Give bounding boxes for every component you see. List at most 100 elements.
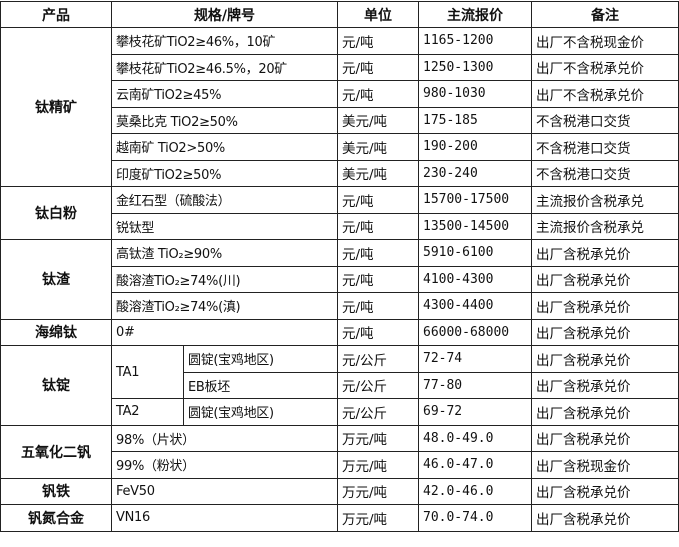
note-cell: 出厂含税承兑价 — [531, 345, 679, 373]
unit-cell: 美元/吨 — [337, 106, 419, 134]
unit-cell: 元/公斤 — [337, 371, 419, 399]
price-cell: 13500-14500 — [418, 212, 532, 240]
note-cell: 不含税港口交货 — [531, 159, 679, 187]
spec-cell: 圆锭(宝鸡地区) — [183, 345, 338, 373]
header-product: 产品 — [0, 1, 112, 28]
table-row: 钛白粉 金红石型（硫酸法） 元/吨 15700-17500 主流报价含税承兑 — [0, 186, 679, 240]
unit-cell: 元/吨 — [337, 27, 419, 55]
table-row: 钒铁 FeV50 万元/吨 42.0-46.0 出厂含税承兑价 — [0, 477, 679, 505]
spec-cell: VN16 — [111, 504, 338, 532]
table-row: 99%（粉状） 万元/吨 46.0-47.0 出厂含税现金价 — [1, 451, 679, 479]
price-cell: 77-80 — [418, 371, 532, 399]
price-cell: 5910-6100 — [418, 239, 532, 267]
product-cell: 钒铁 — [0, 477, 112, 505]
table-row: 钛锭 TA1 圆锭(宝鸡地区) 元/公斤 72-74 出厂含税承兑价 — [0, 345, 679, 426]
spec-cell: 高钛渣 TiO₂≥90% — [111, 239, 338, 267]
table-row: 钛精矿 攀枝花矿TiO2≥46%，10矿 元/吨 1165-1200 出厂不含税现金价 — [0, 27, 679, 187]
header-note: 备注 — [531, 1, 679, 28]
price-cell: 66000-68000 — [418, 318, 532, 346]
note-cell: 出厂含税承兑价 — [531, 424, 679, 452]
note-cell: 出厂含税承兑价 — [531, 371, 679, 399]
product-cell: 钛白粉 — [0, 186, 112, 240]
product-cell: 海绵钛 — [0, 318, 112, 346]
unit-cell: 元/吨 — [337, 80, 419, 108]
note-cell: 出厂含税承兑价 — [531, 265, 679, 293]
price-cell: 190-200 — [418, 133, 532, 161]
product-cell: 钛锭 — [0, 345, 112, 426]
price-cell: 1165-1200 — [418, 27, 532, 55]
product-cell: 钛渣 — [0, 239, 112, 320]
unit-cell: 元/吨 — [337, 292, 419, 320]
table-row: 莫桑比克 TiO2≥50% 美元/吨 175-185 不含税港口交货 — [1, 106, 679, 134]
unit-cell: 元/吨 — [337, 212, 419, 240]
spec-cell: EB板坯 — [183, 371, 338, 399]
unit-cell: 美元/吨 — [337, 133, 419, 161]
note-cell: 出厂含税承兑价 — [531, 239, 679, 267]
table-row: 锐钛型 元/吨 13500-14500 主流报价含税承兑 — [1, 212, 679, 240]
spec-cell: 攀枝花矿TiO2≥46.5%，20矿 — [111, 53, 338, 81]
price-cell: 72-74 — [418, 345, 532, 373]
spec-cell: FeV50 — [111, 477, 338, 505]
price-cell: 15700-17500 — [418, 186, 532, 214]
price-cell: 48.0-49.0 — [418, 424, 532, 452]
unit-cell: 万元/吨 — [337, 477, 419, 505]
spec-cell: 金红石型（硫酸法） — [111, 186, 338, 214]
note-cell: 出厂不含税承兑价 — [531, 80, 679, 108]
grade-cell: TA1 — [111, 345, 184, 399]
header-row: 产品 规格/牌号 单位 主流报价 备注 — [0, 1, 679, 28]
note-cell: 出厂含税承兑价 — [531, 477, 679, 505]
spec-cell: 酸溶渣TiO₂≥74%(滇) — [111, 292, 338, 320]
price-cell: 4100-4300 — [418, 265, 532, 293]
product-cell: 钒氮合金 — [0, 504, 112, 532]
note-cell: 主流报价含税承兑 — [531, 186, 679, 214]
table-row: 五氧化二钒 98%（片状） 万元/吨 48.0-49.0 出厂含税承兑价 — [0, 424, 679, 479]
price-table: 产品 规格/牌号 单位 主流报价 备注 钛精矿 攀枝花矿TiO2≥46%，10矿元… — [0, 1, 679, 532]
table-row: 越南矿 TiO2>50% 美元/吨 190-200 不含税港口交货 — [1, 133, 679, 161]
note-cell: 不含税港口交货 — [531, 106, 679, 134]
table-row: TA2 圆锭(宝鸡地区) 元/公斤 69-72 出厂含税承兑价 — [1, 398, 679, 426]
table-row: 攀枝花矿TiO2≥46.5%，20矿 元/吨 1250-1300 出厂不含税承兑价 — [1, 53, 679, 81]
header-spec: 规格/牌号 — [111, 1, 338, 28]
price-cell: 42.0-46.0 — [418, 477, 532, 505]
price-cell: 980-1030 — [418, 80, 532, 108]
price-cell: 70.0-74.0 — [418, 504, 532, 532]
unit-cell: 元/吨 — [337, 318, 419, 346]
table-row: 钒氮合金 VN16 万元/吨 70.0-74.0 出厂含税承兑价 — [0, 504, 679, 532]
note-cell: 出厂含税承兑价 — [531, 504, 679, 532]
unit-cell: 元/吨 — [337, 265, 419, 293]
unit-cell: 万元/吨 — [337, 424, 419, 452]
table-row: 海绵钛 0# 元/吨 66000-68000 出厂含税承兑价 — [0, 318, 679, 346]
table-row: 云南矿TiO2≥45% 元/吨 980-1030 出厂不含税承兑价 — [1, 80, 679, 108]
note-cell: 主流报价含税承兑 — [531, 212, 679, 240]
spec-cell: 云南矿TiO2≥45% — [111, 80, 338, 108]
note-cell: 出厂含税承兑价 — [531, 292, 679, 320]
spec-cell: 攀枝花矿TiO2≥46%，10矿 — [111, 27, 338, 55]
price-cell: 175-185 — [418, 106, 532, 134]
unit-cell: 元/吨 — [337, 186, 419, 214]
spec-cell: 印度矿TiO2≥50% — [111, 159, 338, 187]
table-row: 酸溶渣TiO₂≥74%(川) 元/吨 4100-4300 出厂含税承兑价 — [1, 265, 679, 293]
unit-cell: 美元/吨 — [337, 159, 419, 187]
note-cell: 不含税港口交货 — [531, 133, 679, 161]
unit-cell: 元/吨 — [337, 53, 419, 81]
price-cell: 4300-4400 — [418, 292, 532, 320]
grade-cell: TA2 — [111, 398, 184, 426]
note-cell: 出厂含税现金价 — [531, 451, 679, 479]
spec-cell: 圆锭(宝鸡地区) — [183, 398, 338, 426]
unit-cell: 万元/吨 — [337, 451, 419, 479]
spec-cell: 98%（片状） — [111, 424, 338, 452]
note-cell: 出厂含税承兑价 — [531, 318, 679, 346]
unit-cell: 元/公斤 — [337, 398, 419, 426]
header-unit: 单位 — [337, 1, 419, 28]
spec-cell: 99%（粉状） — [111, 451, 338, 479]
note-cell: 出厂不含税现金价 — [531, 27, 679, 55]
price-cell: 46.0-47.0 — [418, 451, 532, 479]
table-row: 酸溶渣TiO₂≥74%(滇) 元/吨 4300-4400 出厂含税承兑价 — [1, 292, 679, 320]
table-row: 印度矿TiO2≥50% 美元/吨 230-240 不含税港口交货 — [1, 159, 679, 187]
note-cell: 出厂不含税承兑价 — [531, 53, 679, 81]
price-cell: 1250-1300 — [418, 53, 532, 81]
unit-cell: 元/吨 — [337, 239, 419, 267]
table-row: 钛渣 高钛渣 TiO₂≥90% 元/吨 5910-6100 出厂含税承兑价 — [0, 239, 679, 320]
header-price: 主流报价 — [418, 1, 532, 28]
product-cell: 钛精矿 — [0, 27, 112, 187]
